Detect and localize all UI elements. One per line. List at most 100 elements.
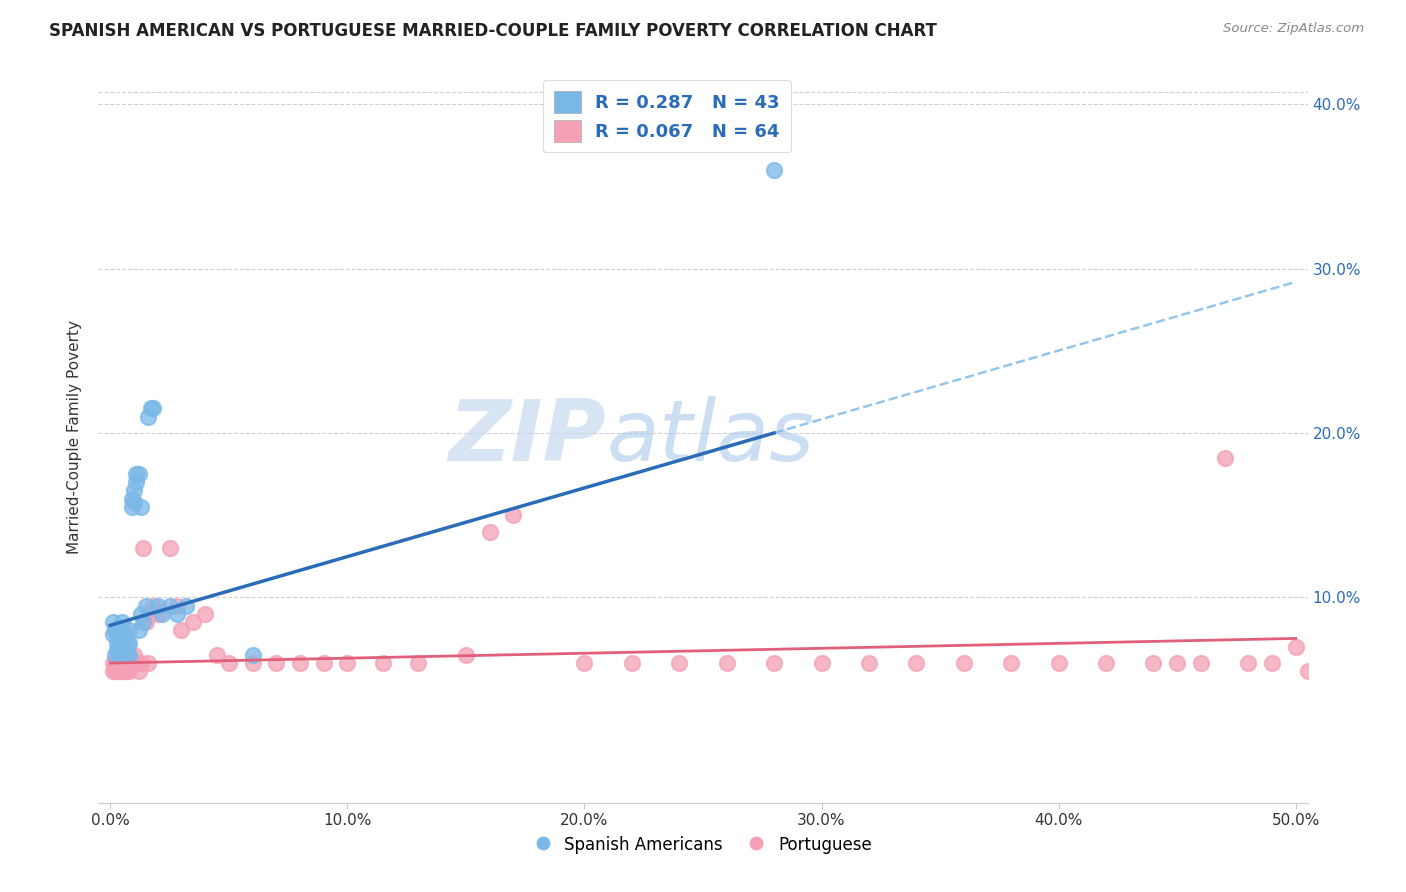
Text: atlas: atlas <box>606 395 814 479</box>
Point <box>135 615 157 629</box>
Text: ZIP: ZIP <box>449 395 606 479</box>
Point <box>146 607 169 621</box>
Point <box>115 636 138 650</box>
Point <box>101 615 124 629</box>
Point <box>111 665 134 679</box>
Point <box>105 626 128 640</box>
Point <box>170 624 193 638</box>
Point <box>132 615 155 629</box>
Point <box>763 163 786 178</box>
Point <box>620 656 643 670</box>
Point <box>118 636 141 650</box>
Point <box>128 665 150 679</box>
Point <box>101 665 124 679</box>
Point <box>1237 656 1260 670</box>
Point <box>104 665 127 679</box>
Point <box>478 524 501 539</box>
Point <box>115 648 138 662</box>
Point <box>125 467 148 481</box>
Point <box>763 656 786 670</box>
Point <box>288 656 311 670</box>
Point <box>105 643 128 657</box>
Point <box>336 656 359 670</box>
Point <box>114 636 136 650</box>
Text: Source: ZipAtlas.com: Source: ZipAtlas.com <box>1223 22 1364 36</box>
Point <box>108 648 131 662</box>
Point <box>129 607 152 621</box>
Point <box>122 483 145 498</box>
Point <box>139 607 162 621</box>
Point <box>104 656 127 670</box>
Point <box>111 640 134 654</box>
Point <box>135 599 157 613</box>
Text: SPANISH AMERICAN VS PORTUGUESE MARRIED-COUPLE FAMILY POVERTY CORRELATION CHART: SPANISH AMERICAN VS PORTUGUESE MARRIED-C… <box>49 22 936 40</box>
Point <box>118 648 141 662</box>
Point <box>159 541 181 555</box>
Point <box>139 401 162 416</box>
Point <box>108 640 131 654</box>
Point <box>858 656 880 670</box>
Point <box>104 624 127 638</box>
Point <box>1166 656 1188 670</box>
Point <box>108 656 131 670</box>
Point <box>205 648 228 662</box>
Point <box>146 599 169 613</box>
Point <box>166 607 188 621</box>
Point <box>111 615 134 629</box>
Point <box>1142 656 1164 670</box>
Point <box>142 599 165 613</box>
Point <box>716 656 738 670</box>
Point <box>312 656 335 670</box>
Point <box>129 500 152 514</box>
Point <box>1296 665 1319 679</box>
Point <box>132 541 155 555</box>
Point <box>101 656 124 670</box>
Point <box>1285 640 1308 654</box>
Point <box>174 599 197 613</box>
Point <box>242 648 264 662</box>
Point <box>118 665 141 679</box>
Point <box>115 656 138 670</box>
Point <box>122 648 145 662</box>
Point <box>111 656 134 670</box>
Point <box>1095 656 1118 670</box>
Point <box>114 626 136 640</box>
Point <box>574 656 596 670</box>
Point <box>128 467 150 481</box>
Point <box>371 656 394 670</box>
Point <box>118 648 141 662</box>
Point <box>264 656 287 670</box>
Point <box>121 491 143 506</box>
Point <box>152 607 174 621</box>
Point <box>114 665 136 679</box>
Point <box>105 665 128 679</box>
Point <box>136 656 159 670</box>
Point <box>114 643 136 657</box>
Point <box>105 656 128 670</box>
Point <box>125 656 148 670</box>
Point <box>454 648 477 662</box>
Y-axis label: Married-Couple Family Poverty: Married-Couple Family Poverty <box>67 320 83 554</box>
Point <box>194 607 217 621</box>
Point <box>1189 656 1212 670</box>
Point <box>408 656 430 670</box>
Point <box>136 409 159 424</box>
Point <box>668 656 690 670</box>
Point <box>502 508 524 523</box>
Point <box>952 656 974 670</box>
Point <box>104 648 127 662</box>
Point <box>166 599 188 613</box>
Point <box>1261 656 1284 670</box>
Point <box>128 624 150 638</box>
Point <box>810 656 832 670</box>
Point <box>101 626 124 640</box>
Point <box>122 495 145 509</box>
Point <box>118 624 141 638</box>
Point <box>115 665 138 679</box>
Point <box>1213 450 1236 465</box>
Point <box>181 615 204 629</box>
Point <box>108 632 131 646</box>
Point <box>142 401 165 416</box>
Point <box>121 500 143 514</box>
Point <box>129 656 152 670</box>
